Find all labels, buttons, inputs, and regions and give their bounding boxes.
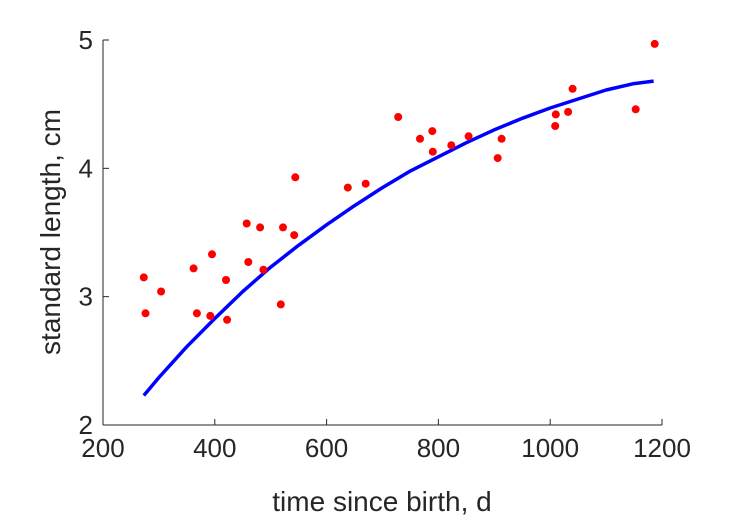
data-point: [568, 84, 577, 93]
data-point: [157, 287, 166, 296]
data-point: [206, 311, 215, 320]
data-point: [192, 309, 201, 318]
data-point: [650, 39, 659, 48]
fit-curve-layer: [142, 79, 654, 397]
data-point: [343, 183, 352, 192]
data-point: [256, 223, 265, 232]
x-tick-label: 1000: [521, 433, 579, 463]
data-point: [244, 258, 253, 266]
x-tick-label: 400: [193, 433, 236, 463]
data-point: [428, 127, 437, 136]
data-point: [564, 107, 573, 116]
data-point: [428, 147, 437, 156]
axis-labels: time since birth, d standard length, cm: [35, 109, 492, 517]
y-tick-label: 4: [79, 153, 93, 183]
data-point: [242, 219, 251, 228]
x-tick-label: 200: [81, 433, 124, 463]
data-point: [447, 141, 456, 150]
data-point: [276, 300, 285, 309]
data-point: [497, 134, 506, 143]
y-tick-label: 5: [79, 25, 93, 55]
data-point: [259, 265, 268, 274]
data-point: [208, 250, 216, 259]
data-point: [464, 132, 473, 141]
data-point: [223, 315, 232, 324]
x-tick-label: 600: [305, 433, 348, 463]
x-tick-label: 800: [417, 433, 460, 463]
y-tick-label: 3: [79, 282, 93, 312]
data-point: [631, 105, 640, 114]
data-point: [222, 276, 230, 284]
y-tick-label: 2: [79, 410, 93, 440]
data-point: [279, 223, 287, 232]
y-axis-label: standard length, cm: [35, 109, 66, 355]
data-point: [361, 179, 370, 188]
data-point: [416, 134, 424, 143]
data-point: [551, 110, 560, 119]
data-point: [291, 173, 300, 182]
data-point: [141, 309, 150, 318]
x-tick-label: 1200: [633, 433, 691, 463]
data-point: [394, 113, 403, 121]
fit-curve: [142, 79, 654, 397]
axes: 200 400 600 800 1000 1200 2 3 4 5: [79, 25, 691, 463]
data-point: [290, 231, 299, 240]
x-axis-label: time since birth, d: [272, 486, 491, 517]
data-point: [551, 122, 560, 130]
data-point: [139, 273, 148, 282]
data-point: [189, 264, 198, 273]
data-point: [493, 154, 502, 163]
data-points-layer: [139, 39, 659, 324]
